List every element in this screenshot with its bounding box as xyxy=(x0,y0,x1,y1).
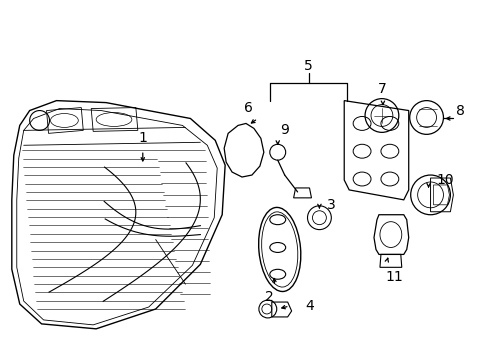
Text: 3: 3 xyxy=(326,198,335,212)
Text: 11: 11 xyxy=(384,270,402,284)
Text: 4: 4 xyxy=(305,299,313,313)
Text: 8: 8 xyxy=(455,104,464,118)
Text: 7: 7 xyxy=(377,82,386,96)
Text: 5: 5 xyxy=(304,59,312,73)
Text: 9: 9 xyxy=(280,123,288,138)
Text: 1: 1 xyxy=(138,131,147,145)
Text: 6: 6 xyxy=(243,100,252,114)
Text: 10: 10 xyxy=(436,173,453,187)
Text: 2: 2 xyxy=(265,290,274,304)
